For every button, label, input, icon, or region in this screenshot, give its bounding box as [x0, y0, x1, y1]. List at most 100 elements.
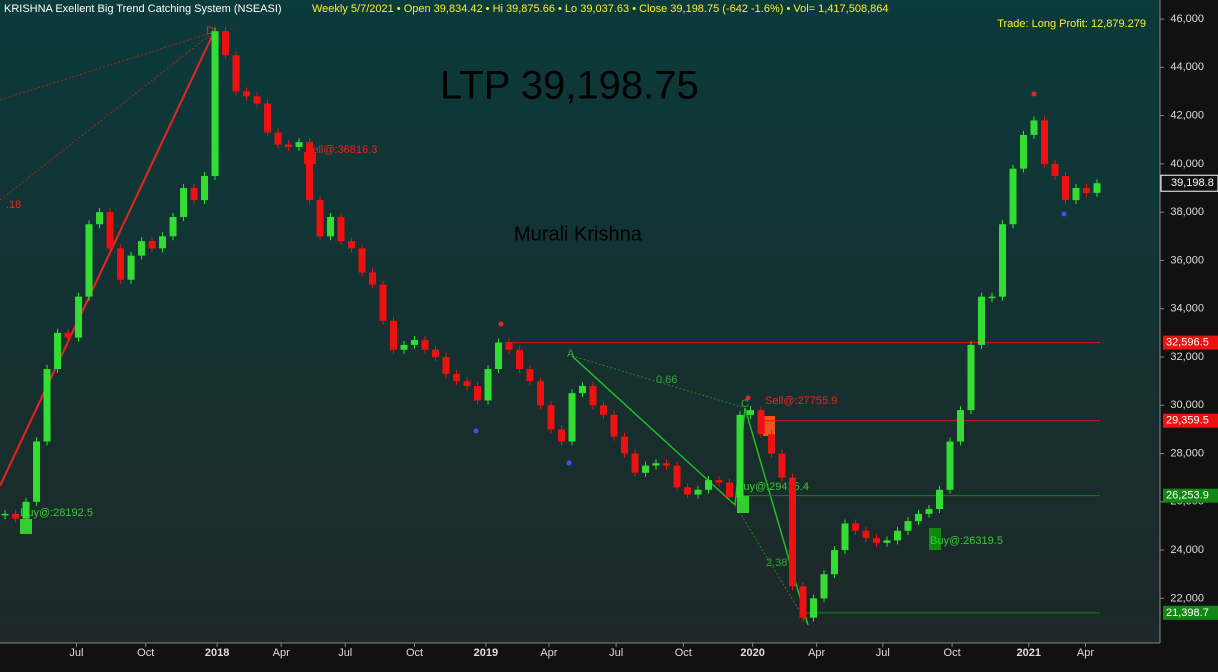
- y-tick-label: 38,000: [1170, 206, 1204, 218]
- ltp: LTP 39,198.75: [440, 64, 699, 108]
- x-tick-label: 2020: [740, 647, 764, 659]
- candle-body: [295, 142, 303, 147]
- buy-arrow: [929, 528, 941, 550]
- candle-body: [138, 241, 146, 256]
- candle-body: [106, 212, 114, 249]
- annotation: Buy@:28192.5: [20, 507, 93, 519]
- pivot-dot: [498, 321, 504, 327]
- level-label: 29,359.5: [1166, 415, 1209, 427]
- candle-body: [400, 344, 408, 350]
- annotation: Sell@:27755.9: [765, 395, 837, 407]
- level-label: 26,253.9: [1166, 490, 1209, 502]
- header-info: Weekly 5/7/2021 • Open 39,834.42 • Hi 39…: [312, 3, 889, 15]
- candle-body: [967, 344, 975, 411]
- candle-body: [306, 142, 314, 201]
- candle-body: [43, 369, 51, 442]
- candle-body: [1083, 188, 1091, 193]
- candle-body: [810, 598, 818, 618]
- pattern-line: [734, 504, 809, 626]
- y-tick-label: 28,000: [1170, 447, 1204, 459]
- y-tick-label: 44,000: [1170, 61, 1204, 73]
- candle-body: [673, 465, 681, 488]
- candle-body: [1009, 168, 1017, 225]
- candle-body: [936, 489, 944, 510]
- annotation: D: [206, 25, 214, 37]
- candle-body: [600, 405, 608, 415]
- candle-body: [652, 463, 660, 466]
- candle-body: [589, 385, 597, 406]
- x-tick-label: Oct: [406, 647, 423, 659]
- candle-body: [432, 349, 440, 357]
- candle-body: [390, 320, 398, 350]
- x-tick-label: Oct: [944, 647, 961, 659]
- candle-body: [169, 216, 177, 237]
- x-tick-label: Oct: [137, 647, 154, 659]
- candle-body: [558, 429, 566, 442]
- candle-body: [442, 356, 450, 374]
- candle-body: [411, 340, 419, 345]
- candle-body: [988, 296, 996, 299]
- candle-body: [852, 523, 860, 531]
- y-tick-label: 30,000: [1170, 399, 1204, 411]
- y-tick-label: 46,000: [1170, 13, 1204, 25]
- candle-body: [1041, 120, 1049, 164]
- y-tick-label: 40,000: [1170, 158, 1204, 170]
- candle-body: [862, 530, 870, 539]
- candle-body: [12, 513, 20, 519]
- candle-body: [631, 453, 639, 473]
- sell-arrow: [763, 416, 775, 436]
- annotation: C: [741, 398, 749, 410]
- annotation: A: [567, 348, 575, 360]
- candle-body: [789, 477, 797, 587]
- candle-body: [75, 296, 83, 338]
- x-tick-label: 2021: [1017, 647, 1041, 659]
- candle-body: [1093, 183, 1101, 193]
- candle-body: [285, 144, 293, 147]
- candle-body: [768, 434, 776, 454]
- candle-body: [96, 212, 104, 225]
- buy-arrow: [737, 495, 749, 513]
- plot-background: [0, 0, 1160, 643]
- candle-body: [999, 224, 1007, 297]
- candle-body: [264, 103, 272, 133]
- candle-body: [684, 487, 692, 495]
- candle-body: [757, 410, 765, 435]
- candle-body: [1020, 134, 1028, 169]
- candle-body: [243, 91, 251, 97]
- candle-body: [358, 248, 366, 273]
- annotation: Buy@:26319.5: [930, 535, 1003, 547]
- level-label-box: [1163, 605, 1218, 620]
- x-tick-label: 2018: [205, 647, 229, 659]
- x-tick-label: Jul: [69, 647, 83, 659]
- pivot-dot: [745, 395, 751, 401]
- candle-body: [64, 332, 72, 338]
- candle-body: [736, 414, 744, 497]
- candle-body: [159, 236, 167, 249]
- candle-body: [1062, 175, 1070, 201]
- candle-body: [642, 465, 650, 473]
- level-label-box: [1163, 335, 1218, 350]
- x-tick-label: Oct: [675, 647, 692, 659]
- x-tick-label: Jul: [876, 647, 890, 659]
- candle-body: [946, 441, 954, 490]
- candle-body: [537, 381, 545, 406]
- candle-body: [327, 216, 335, 237]
- candle-body: [1051, 163, 1059, 176]
- y-tick-label: 42,000: [1170, 110, 1204, 122]
- candle-body: [904, 521, 912, 531]
- candle-body: [253, 96, 261, 104]
- annotation: Buy@:29415.4: [736, 481, 809, 493]
- candle-body: [505, 342, 513, 350]
- candle-body: [547, 405, 555, 430]
- candle-body: [1030, 120, 1038, 135]
- candle-body: [201, 175, 209, 201]
- candle-body: [873, 538, 881, 543]
- candle-body: [463, 381, 471, 386]
- candle-body: [820, 574, 828, 599]
- y-tick-label: 32,000: [1170, 351, 1204, 363]
- candle-body: [127, 255, 135, 280]
- x-tick-label: Apr: [1077, 647, 1094, 659]
- candle-body: [453, 373, 461, 382]
- candle-body: [1, 513, 9, 516]
- candle-body: [957, 410, 965, 442]
